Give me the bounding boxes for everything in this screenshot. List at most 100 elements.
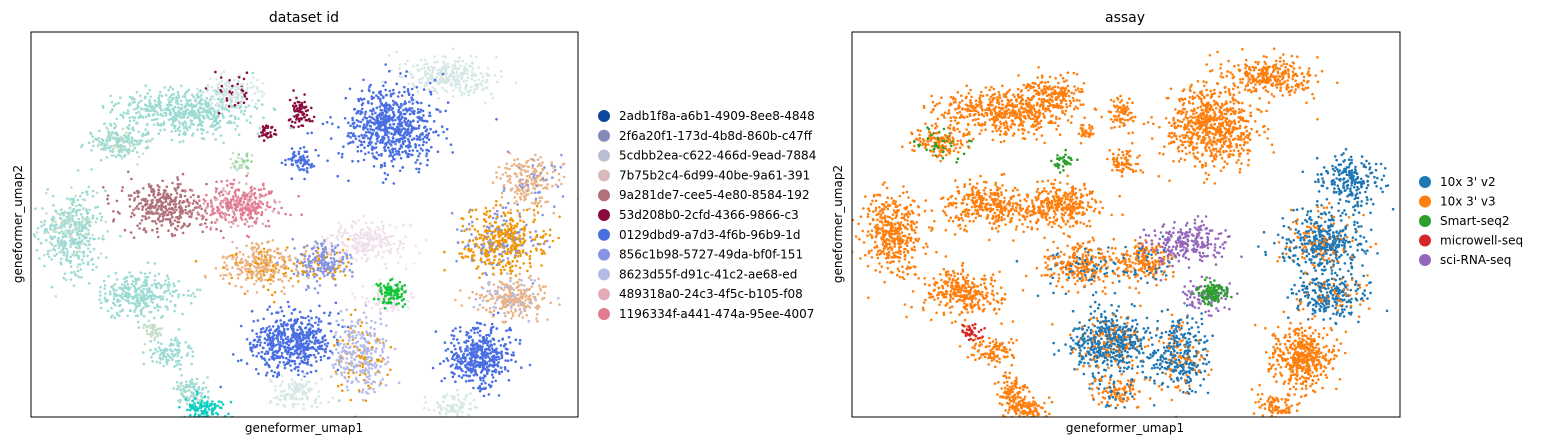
scatter-point — [327, 265, 331, 268]
scatter-point — [147, 132, 150, 136]
scatter-point — [69, 265, 73, 268]
scatter-point — [277, 364, 280, 367]
scatter-point — [355, 124, 359, 128]
scatter-point — [137, 110, 141, 114]
scatter-point — [374, 146, 378, 149]
scatter-point — [266, 261, 270, 264]
scatter-point — [160, 196, 163, 199]
scatter-point — [460, 74, 463, 77]
scatter-point — [133, 303, 137, 306]
scatter-point — [229, 182, 232, 185]
scatter-point — [321, 242, 325, 245]
scatter-point — [317, 263, 320, 267]
scatter-point — [293, 308, 297, 311]
scatter-point — [96, 205, 99, 209]
scatter-point — [60, 250, 64, 253]
scatter-point — [425, 163, 429, 167]
scatter-point — [301, 164, 305, 168]
scatter-point — [221, 256, 225, 259]
scatter-point — [161, 114, 165, 118]
scatter-point — [369, 136, 373, 139]
scatter-point — [286, 327, 290, 331]
scatter-point — [477, 66, 481, 70]
scatter-point — [278, 200, 281, 204]
scatter-point — [179, 193, 182, 197]
scatter-point — [321, 122, 325, 126]
scatter-point — [327, 400, 330, 404]
scatter-point — [208, 423, 211, 426]
scatter-point — [76, 198, 80, 202]
scatter-point — [260, 258, 263, 261]
scatter-point — [177, 111, 180, 115]
scatter-point — [149, 102, 152, 105]
scatter-point — [114, 271, 118, 275]
scatter-point — [168, 207, 172, 210]
scatter-point — [158, 353, 162, 357]
scatter-point — [399, 156, 403, 160]
scatter-point — [208, 117, 211, 121]
scatter-point — [347, 261, 350, 264]
scatter-point — [432, 131, 435, 134]
scatter-point — [200, 207, 203, 211]
scatter-point — [370, 97, 374, 101]
scatter-point — [410, 153, 413, 156]
scatter-point — [270, 312, 274, 316]
scatter-point — [206, 202, 210, 206]
scatter-point — [271, 264, 275, 267]
scatter-point — [401, 134, 405, 137]
scatter-point — [271, 325, 275, 328]
scatter-point — [170, 130, 173, 133]
scatter-point — [400, 115, 404, 119]
scatter-point — [433, 55, 437, 58]
scatter-point — [382, 136, 386, 139]
scatter-point — [131, 149, 135, 153]
scatter-point — [175, 208, 178, 212]
scatter-point — [196, 401, 200, 405]
scatter-point — [271, 332, 275, 335]
scatter-point — [167, 359, 170, 362]
scatter-point — [337, 125, 340, 129]
scatter-point — [332, 274, 336, 277]
scatter-point — [229, 95, 232, 98]
scatter-point — [184, 389, 188, 393]
scatter-point — [452, 88, 455, 92]
scatter-point — [176, 217, 180, 220]
scatter-point — [204, 276, 207, 279]
scatter-point — [280, 290, 283, 293]
scatter-point — [250, 274, 254, 278]
scatter-point — [422, 140, 426, 144]
scatter-point — [236, 86, 239, 89]
scatter-point — [252, 76, 255, 79]
scatter-point — [308, 388, 311, 391]
scatter-point — [367, 151, 371, 154]
scatter-point — [196, 124, 200, 127]
scatter-point — [233, 213, 236, 216]
scatter-point — [162, 201, 165, 204]
scatter-point — [446, 62, 450, 66]
scatter-point — [266, 333, 269, 337]
scatter-point — [103, 296, 107, 300]
scatter-point — [372, 117, 375, 120]
scatter-point — [177, 125, 181, 129]
scatter-point — [161, 295, 165, 298]
scatter-point — [279, 265, 283, 268]
scatter-point — [228, 119, 232, 123]
scatter-point — [298, 345, 302, 349]
scatter-point — [32, 233, 36, 236]
scatter-point — [121, 146, 124, 149]
scatter-point — [356, 111, 360, 114]
scatter-point — [173, 303, 177, 307]
scatter-point — [269, 338, 272, 342]
scatter-point — [317, 395, 321, 398]
scatter-point — [145, 304, 149, 307]
scatter-point — [398, 127, 401, 130]
scatter-point — [113, 154, 117, 157]
scatter-point — [298, 384, 301, 388]
scatter-point — [191, 93, 194, 97]
scatter-point — [97, 256, 100, 260]
scatter-point — [83, 237, 86, 240]
scatter-point — [63, 225, 66, 228]
scatter-point — [274, 343, 278, 347]
scatter-point — [173, 227, 177, 230]
scatter-point — [207, 419, 210, 422]
